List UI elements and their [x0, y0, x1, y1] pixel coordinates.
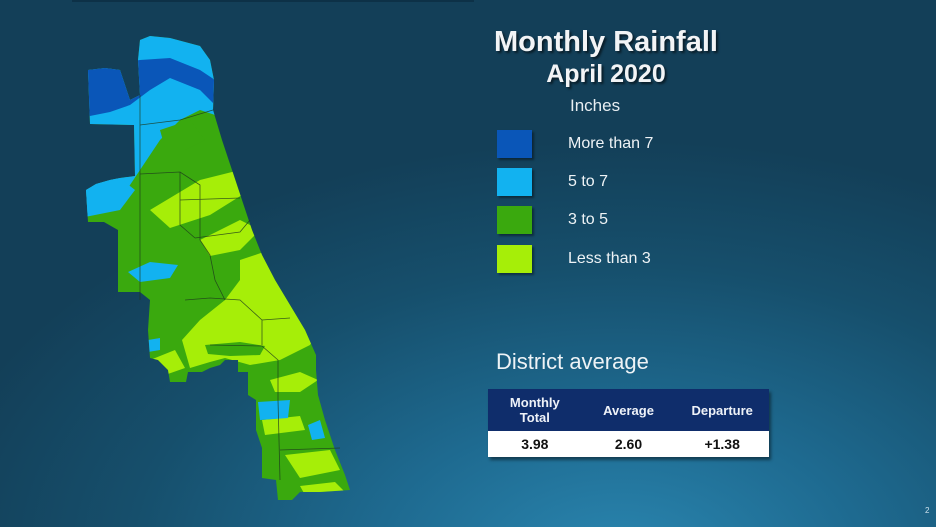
district-average-title: District average: [496, 349, 649, 374]
legend-label: Less than 3: [568, 250, 651, 267]
legend-item-5-to-7: 5 to 7: [497, 168, 608, 196]
page-number: 2: [925, 506, 930, 515]
header-monthly-total: Monthly Total: [488, 395, 582, 425]
slide-subtitle: April 2020: [546, 60, 666, 88]
units-label: Inches: [570, 96, 621, 115]
header-line: Monthly: [509, 395, 560, 410]
header-average: Average: [603, 402, 654, 418]
legend-label: 3 to 5: [568, 211, 609, 228]
legend-swatch: [497, 130, 532, 158]
legend-item-less-than-3: Less than 3: [497, 245, 651, 273]
table-header-row: Monthly Total Average Departure: [488, 389, 769, 431]
top-divider-line: [72, 0, 474, 2]
legend-label: 5 to 7: [568, 173, 609, 190]
slide-title: Monthly Rainfall: [494, 26, 718, 58]
legend-swatch: [497, 245, 532, 273]
legend-label: More than 7: [568, 135, 654, 152]
legend-item-3-to-5: 3 to 5: [497, 206, 608, 234]
legend-swatch: [497, 168, 532, 196]
header-departure: Departure: [691, 402, 753, 418]
value-monthly-total: 3.98: [521, 436, 549, 452]
header-line: Total: [519, 410, 550, 425]
value-departure: +1.38: [704, 436, 740, 452]
rainfall-map: [86, 36, 350, 500]
legend-item-more-than-7: More than 7: [497, 130, 653, 158]
value-average: 2.60: [614, 436, 643, 452]
district-average-table: Monthly Total Average Departure 3.98 2.6…: [488, 389, 769, 457]
legend-swatch: [497, 206, 532, 234]
table-row: 3.98 2.60 +1.38: [488, 431, 769, 457]
